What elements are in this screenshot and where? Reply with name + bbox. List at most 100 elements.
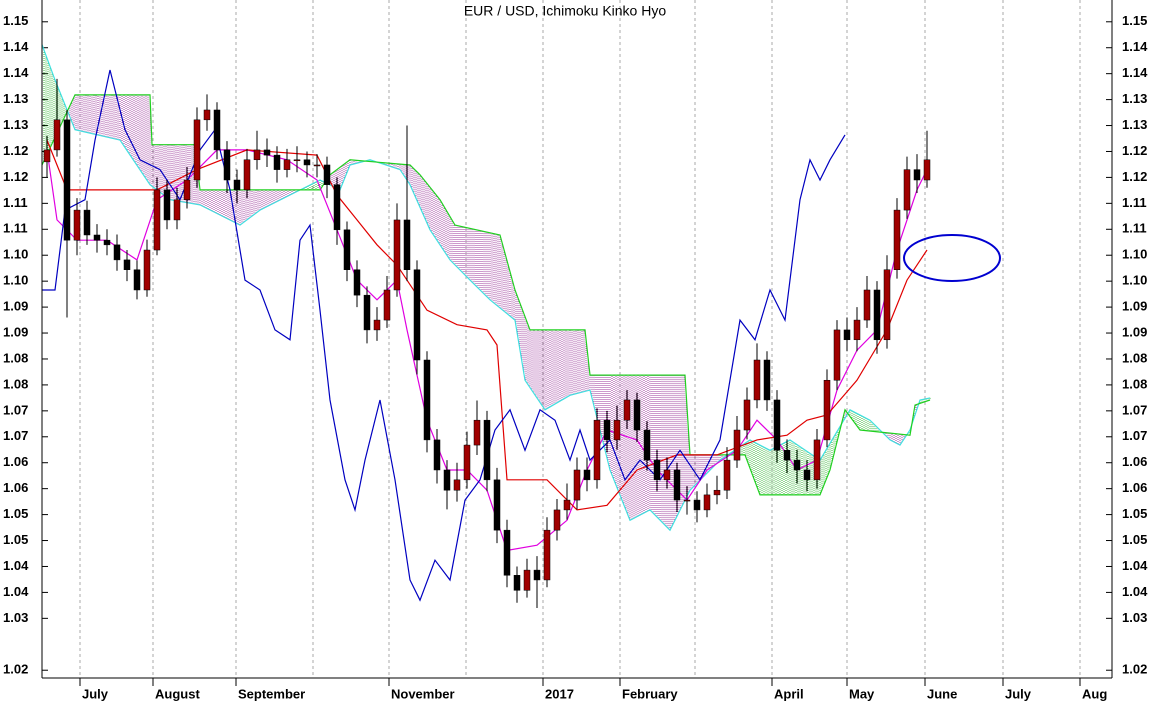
y2-tick-label: 1.12 xyxy=(1122,143,1147,158)
candle-body xyxy=(553,509,561,531)
candle-body xyxy=(63,119,71,241)
y2-tick-label: 1.14 xyxy=(1122,39,1148,54)
candle-body xyxy=(173,199,181,221)
y-tick-label: 1.13 xyxy=(3,91,28,106)
y-tick-label: 1.11 xyxy=(3,195,28,210)
x-tick-label: June xyxy=(927,686,957,701)
y-tick-label: 1.08 xyxy=(3,350,28,365)
candle-body xyxy=(683,499,691,502)
candle-body xyxy=(813,439,821,481)
y-tick-label: 1.09 xyxy=(3,324,28,339)
candle-body xyxy=(823,379,831,441)
y2-tick-label: 1.11 xyxy=(1122,195,1147,210)
y2-tick-label: 1.04 xyxy=(1122,584,1148,599)
x-tick-label: February xyxy=(622,686,678,701)
y2-tick-label: 1.10 xyxy=(1122,273,1147,288)
candle-body xyxy=(523,569,531,591)
candle-body xyxy=(563,499,571,511)
y-tick-label: 1.09 xyxy=(3,299,28,314)
candle-body xyxy=(263,149,271,156)
candle-body xyxy=(883,269,891,341)
candle-body xyxy=(303,159,311,166)
y2-tick-label: 1.07 xyxy=(1122,428,1147,443)
candle-body xyxy=(283,159,291,170)
y-tick-label: 1.06 xyxy=(3,480,28,495)
candle-body xyxy=(143,249,151,291)
candle-body xyxy=(403,219,411,270)
y2-tick-label: 1.06 xyxy=(1122,480,1147,495)
candle-body xyxy=(343,229,351,270)
y-tick-label: 1.06 xyxy=(3,454,28,469)
candle-body xyxy=(363,294,371,331)
y-tick-label: 1.12 xyxy=(3,169,28,184)
senkou-a-line xyxy=(42,44,931,532)
candle-body xyxy=(153,189,161,251)
candle-body xyxy=(133,269,141,291)
candle-body xyxy=(633,399,641,431)
candle-body xyxy=(573,469,581,501)
candle-body xyxy=(493,479,501,531)
candle-body xyxy=(613,419,621,441)
candle-body xyxy=(183,179,191,200)
y2-tick-label: 1.07 xyxy=(1122,402,1147,417)
candle-body xyxy=(213,109,221,151)
candle-body xyxy=(383,289,391,321)
candle-body xyxy=(93,234,101,241)
candle-body xyxy=(843,329,851,341)
y-tick-label: 1.14 xyxy=(3,39,29,54)
y2-tick-label: 1.13 xyxy=(1122,117,1147,132)
y2-tick-label: 1.14 xyxy=(1122,65,1148,80)
y-tick-label: 1.03 xyxy=(3,610,28,625)
y-tick-label: 1.08 xyxy=(3,376,28,391)
candle-body xyxy=(873,289,881,341)
y2-tick-label: 1.12 xyxy=(1122,169,1147,184)
candle-body xyxy=(53,119,61,151)
candle-body xyxy=(463,444,471,481)
candle-body xyxy=(623,399,631,421)
y-tick-label: 1.05 xyxy=(3,506,28,521)
y-tick-label: 1.05 xyxy=(3,532,28,547)
candle-body xyxy=(593,419,601,481)
y2-tick-label: 1.06 xyxy=(1122,454,1147,469)
x-tick-label: Aug xyxy=(1082,686,1107,701)
candle-body xyxy=(583,469,591,481)
candle-body xyxy=(653,459,661,481)
candle-body xyxy=(483,419,491,481)
y2-tick-label: 1.10 xyxy=(1122,247,1147,262)
candle-body xyxy=(163,189,171,221)
candle-body xyxy=(193,119,201,181)
candle-body xyxy=(443,469,451,491)
candle-body xyxy=(423,359,431,441)
y2-tick-label: 1.09 xyxy=(1122,299,1147,314)
candle-body xyxy=(733,429,741,461)
candle-body xyxy=(453,479,461,491)
candle-body xyxy=(323,164,331,185)
candle-body xyxy=(693,499,701,511)
candle-body xyxy=(863,289,871,321)
candle-body xyxy=(123,259,131,270)
y2-tick-label: 1.02 xyxy=(1122,662,1147,677)
candle-body xyxy=(253,149,261,161)
y2-tick-label: 1.03 xyxy=(1122,610,1147,625)
candle-body xyxy=(833,329,841,381)
x-tick-label: November xyxy=(391,686,455,701)
y-tick-label: 1.02 xyxy=(3,662,28,677)
y-tick-label: 1.04 xyxy=(3,584,29,599)
candle-body xyxy=(353,269,361,296)
candle-body xyxy=(703,494,711,511)
candle-body xyxy=(643,429,651,461)
candle-body xyxy=(923,159,931,181)
y2-tick-label: 1.09 xyxy=(1122,324,1147,339)
y2-tick-label: 1.11 xyxy=(1122,221,1147,236)
candle-body xyxy=(773,399,781,451)
candle-body xyxy=(333,184,341,231)
candle-body xyxy=(83,209,91,236)
y2-tick-label: 1.04 xyxy=(1122,558,1148,573)
x-tick-label: July xyxy=(82,686,109,701)
y2-tick-label: 1.13 xyxy=(1122,91,1147,106)
candle-body xyxy=(293,159,301,162)
plot-layer: 1.15 1.15 1.14 1.14 1.14 1.14 1.13 1.13 1.13 1.13… xyxy=(3,0,1148,701)
x-tick-label: September xyxy=(238,686,305,701)
candle-body xyxy=(503,529,511,576)
